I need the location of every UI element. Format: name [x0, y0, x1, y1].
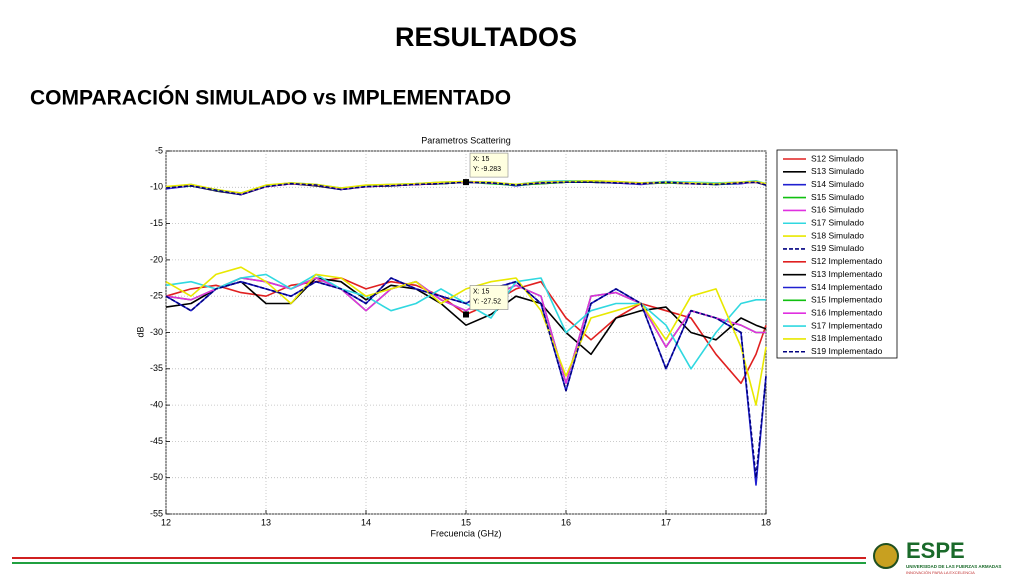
legend-label: S12 Implementado [811, 256, 883, 266]
legend-label: S16 Implementado [811, 307, 883, 317]
y-tick-label: -15 [150, 218, 163, 228]
series-line [165, 273, 766, 370]
y-tick-label: -30 [150, 327, 163, 337]
data-tip-marker [463, 311, 469, 318]
y-axis-label: dB [135, 326, 145, 337]
slide-title: RESULTADOS [395, 22, 577, 52]
y-tick-label: -10 [150, 182, 163, 192]
x-tick-label: 14 [361, 517, 371, 527]
data-tip-marker [463, 179, 469, 186]
legend-label: S13 Implementado [811, 269, 883, 279]
data-tip-text: Y: -27.52 [473, 298, 501, 305]
slide-subtitle: COMPARACIÓN SIMULADO vs IMPLEMENTADO [30, 86, 511, 110]
x-tick-label: 15 [461, 517, 471, 527]
y-tick-label: -40 [150, 399, 163, 409]
chart-title: Parametros Scattering [421, 135, 511, 145]
logo-line2: INNOVACIÓN PARA LA EXCELENCIA [906, 570, 975, 575]
y-tick-label: -20 [150, 254, 163, 264]
legend-label: S18 Simulado [811, 230, 864, 240]
x-tick-label: 18 [761, 517, 771, 527]
y-tick-label: -45 [150, 436, 163, 446]
data-tip-text: X: 15 [473, 156, 489, 163]
series-line [165, 277, 767, 356]
legend-label: S15 Simulado [811, 192, 864, 202]
data-tip-box [469, 152, 509, 178]
data-tip-text: X: 15 [473, 288, 489, 295]
legend-label: S14 Implementado [811, 282, 883, 292]
y-tick-label: -55 [150, 508, 163, 518]
legend-label: S15 Implementado [811, 295, 883, 305]
series-line [165, 277, 767, 479]
x-axis-label: Frecuencia (GHz) [430, 528, 501, 538]
legend-label: S19 Implementado [811, 346, 883, 356]
legend-label: S14 Simulado [811, 179, 864, 189]
legend-label: S18 Implementado [811, 333, 883, 343]
y-tick-label: -25 [150, 291, 163, 301]
data-tip-text: Y: -9.283 [473, 166, 501, 173]
data-tip-box [469, 285, 509, 310]
y-tick-label: -50 [150, 472, 163, 482]
y-tick-label: -5 [155, 145, 163, 155]
y-tick-label: -35 [150, 363, 163, 373]
legend-label: S17 Simulado [811, 218, 864, 228]
legend-label: S12 Simulado [811, 153, 864, 163]
legend-label: S19 Simulado [811, 243, 864, 253]
series-line [165, 181, 767, 196]
x-tick-label: 13 [261, 517, 271, 527]
logo-line1: UNIVERSIDAD DE LAS FUERZAS ARMADAS [906, 564, 1001, 569]
legend-label: S13 Simulado [811, 166, 864, 176]
x-tick-label: 17 [661, 517, 671, 527]
legend-label: S17 Implementado [811, 320, 883, 330]
logo-text: ESPE [906, 538, 965, 563]
x-tick-label: 16 [561, 517, 571, 527]
x-tick-label: 12 [161, 517, 171, 527]
legend-label: S16 Simulado [811, 205, 864, 215]
logo-emblem [873, 543, 899, 569]
